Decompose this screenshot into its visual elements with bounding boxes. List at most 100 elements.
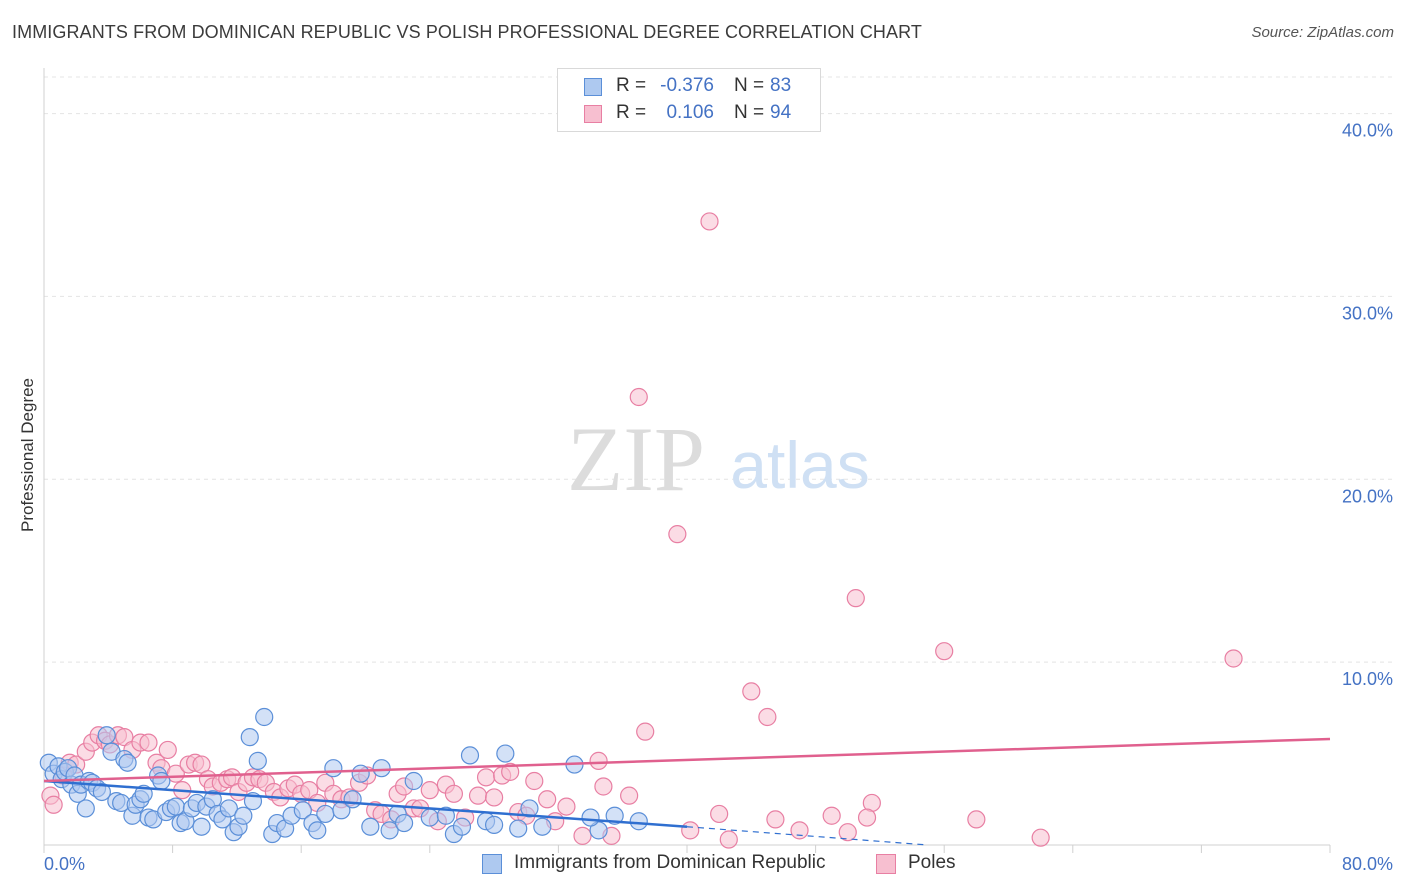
series-dominican	[39, 707, 648, 844]
dominican-point-45	[240, 728, 259, 747]
legend-swatch-blue	[482, 854, 502, 874]
poles-point-69	[573, 826, 592, 845]
poles-point-58	[468, 786, 488, 805]
dominican-point-63	[380, 821, 399, 840]
poles-point-83	[766, 810, 785, 829]
legend-r-label: R =	[616, 75, 647, 96]
dominican-point-81	[605, 806, 624, 825]
watermark: ZIP atlas	[567, 408, 870, 510]
poles-point-60	[485, 788, 504, 807]
watermark-zip: ZIP	[567, 408, 705, 510]
poles-point-82	[758, 707, 777, 727]
poles-point-73	[620, 786, 639, 805]
dominican-point-68	[436, 806, 455, 825]
dominican-point-53	[293, 801, 312, 820]
tick-labels: 10.0% 20.0% 30.0% 40.0% 0.0% 80.0%	[44, 121, 1393, 874]
dominican-point-55	[308, 821, 327, 840]
dominican-point-20	[118, 753, 137, 772]
dominican-point-74	[496, 744, 515, 763]
poles-point-62	[501, 762, 520, 781]
dominican-point-10	[76, 799, 95, 818]
trend-line-poles	[43, 737, 1331, 783]
poles-point-81	[742, 682, 761, 701]
dominican-point-75	[509, 819, 528, 838]
y-tick-label-3: 40.0%	[1342, 121, 1393, 141]
dominican-point-76	[520, 799, 539, 818]
watermark-atlas: atlas	[730, 428, 869, 502]
trend-line-dominican-extension	[686, 826, 929, 846]
dominican-point-59	[343, 790, 362, 809]
poles-point-14	[139, 733, 158, 752]
x-tick-label-1: 80.0%	[1342, 854, 1393, 874]
dominican-point-41	[219, 799, 238, 818]
legend-n-label: N =	[734, 102, 765, 123]
poles-point-86	[838, 823, 857, 842]
legend-label-dominican: Immigrants from Dominican Republic	[514, 852, 826, 873]
poles-point-87	[846, 589, 865, 608]
dominican-point-80	[581, 808, 600, 827]
poles-point-11	[115, 728, 134, 747]
poles-point-74	[636, 722, 655, 741]
axes	[43, 68, 1331, 853]
legend-swatch-pink	[584, 105, 602, 123]
dominican-point-15	[97, 726, 116, 745]
legend-r-label: R =	[616, 102, 647, 123]
dominican-point-60	[351, 764, 370, 783]
poles-point-65	[525, 771, 544, 791]
dominican-point-77	[533, 817, 552, 836]
poles-point-71	[594, 777, 613, 796]
dominican-point-67	[420, 808, 439, 827]
poles-point-56	[444, 784, 464, 803]
dominican-point-66	[404, 771, 423, 791]
dominican-point-65	[394, 813, 414, 833]
dominican-point-61	[361, 817, 380, 836]
poles-point-53	[420, 781, 439, 800]
dominican-point-62	[372, 759, 391, 778]
legend-label-poles: Poles	[908, 852, 956, 873]
y-tick-label-2: 30.0%	[1342, 303, 1393, 323]
poles-point-78	[700, 212, 719, 231]
poles-point-66	[538, 790, 557, 809]
legend-n-value: 94	[770, 102, 792, 123]
poles-point-93	[1224, 649, 1243, 668]
legend-r-value: -0.376	[660, 75, 714, 96]
dominican-point-71	[460, 746, 480, 765]
dominican-point-70	[452, 817, 472, 836]
series-poles	[41, 212, 1243, 849]
dominican-point-28	[152, 771, 171, 791]
dominican-point-73	[485, 815, 504, 834]
poles-point-84	[790, 821, 809, 840]
legend-swatch-pink	[876, 854, 896, 874]
poles-point-1	[44, 795, 63, 814]
poles-point-59	[476, 768, 496, 787]
dominican-point-31	[166, 797, 185, 816]
x-tick-label-0: 0.0%	[44, 854, 85, 874]
dominican-point-79	[589, 821, 608, 840]
legend-n-label: N =	[734, 75, 765, 96]
poles-point-75	[629, 387, 648, 407]
legend-r-value: 0.106	[666, 102, 714, 123]
dominican-point-82	[629, 812, 648, 831]
grid-lines	[44, 76, 1392, 663]
dominican-point-44	[234, 806, 253, 825]
poles-point-85	[822, 806, 841, 825]
dominican-point-48	[255, 707, 274, 727]
correlation-legend: R = -0.376 N = 83 R = 0.106 N = 94	[557, 68, 821, 132]
dominican-point-56	[316, 804, 335, 824]
poles-point-70	[589, 751, 608, 770]
poles-point-92	[1031, 828, 1050, 847]
trend-line-dominican	[43, 779, 688, 828]
y-tick-label-1: 20.0%	[1342, 486, 1393, 506]
poles-point-89	[857, 808, 877, 827]
dominican-point-14	[92, 782, 111, 802]
legend-n-value: 83	[770, 75, 792, 96]
legend-swatch-blue	[584, 78, 602, 96]
y-tick-label-0: 10.0%	[1342, 669, 1393, 689]
poles-point-68	[557, 797, 576, 816]
poles-point-76	[668, 525, 687, 544]
dominican-point-36	[192, 817, 211, 836]
dominican-point-57	[324, 759, 343, 778]
poles-point-90	[935, 642, 954, 661]
chart-title: IMMIGRANTS FROM DOMINICAN REPUBLIC VS PO…	[12, 22, 922, 42]
